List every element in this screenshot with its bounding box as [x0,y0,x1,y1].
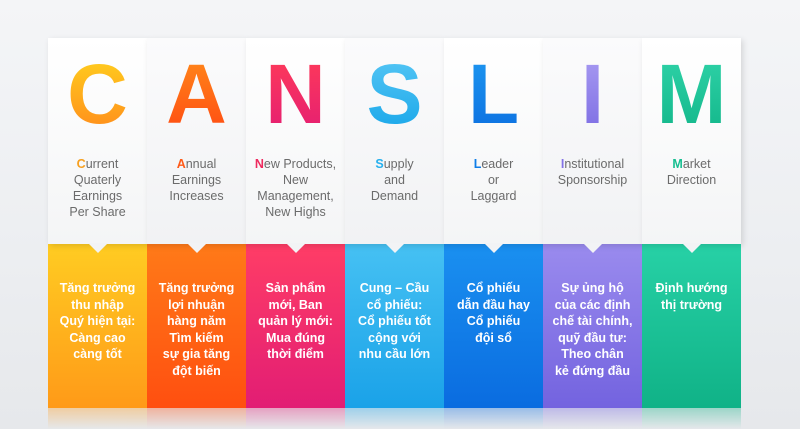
big-letter: S [345,52,444,136]
column-header: L Leader or Laggard [444,38,543,253]
big-letter: N [246,52,345,136]
vietnamese-panel: Cổ phiếu dẫn đầu hay Cổ phiếu đội sổ [444,244,543,408]
vietnamese-panel: Định hướng thị trường [642,244,741,408]
column-a: A Annual Earnings Increases Tăng trưởng … [147,38,246,408]
highlight-initial: L [473,157,482,171]
vietnamese-description: Sự ủng hộ của các định chế tài chính, qu… [552,281,633,378]
vietnamese-panel: Sản phẩm mới, Ban quản lý mới: Mua đúng … [246,244,345,408]
vietnamese-description: Cổ phiếu dẫn đầu hay Cổ phiếu đội sổ [457,281,530,345]
big-letter: A [147,52,246,136]
pointer-notch [681,243,702,253]
column-header: S Supply and Demand [345,38,444,253]
english-description: Market Direction [666,157,717,187]
pointer-notch [87,243,108,253]
pointer-notch [384,243,405,253]
pointer-notch [285,243,306,253]
column-m: M Market Direction Định hướng thị trường [642,38,741,408]
vietnamese-description: Sản phẩm mới, Ban quản lý mới: Mua đúng … [258,281,333,361]
english-description: Institutional Sponsorship [557,157,628,187]
column-c: C Current Quaterly Earnings Per Share Tă… [48,38,147,408]
highlight-initial: A [176,157,186,171]
highlight-initial: N [254,157,264,171]
column-n: N New Products, New Management, New High… [246,38,345,408]
big-letter: C [48,52,147,136]
column-l: L Leader or Laggard Cổ phiếu dẫn đầu hay… [444,38,543,408]
pointer-notch [186,243,207,253]
english-description: Annual Earnings Increases [169,157,224,203]
vietnamese-description: Tăng trưởng thu nhập Quý hiện tại: Càng … [59,281,136,361]
floor-reflection [48,408,742,429]
english-description: Leader or Laggard [470,157,517,203]
column-header: I Institutional Sponsorship [543,38,642,253]
big-letter: L [444,52,543,136]
pointer-notch [582,243,603,253]
column-s: S Supply and Demand Cung – Cầu cổ phiếu:… [345,38,444,408]
english-description: Supply and Demand [370,157,419,203]
highlight-initial: I [560,157,565,171]
column-header: A Annual Earnings Increases [147,38,246,253]
canslim-board: C Current Quaterly Earnings Per Share Tă… [48,38,742,408]
column-header: C Current Quaterly Earnings Per Share [48,38,147,253]
highlight-initial: C [76,157,86,171]
vietnamese-description: Cung – Cầu cổ phiếu: Cổ phiếu tốt cộng v… [358,281,431,361]
pointer-notch [483,243,504,253]
vietnamese-description: Định hướng thị trường [655,281,728,312]
highlight-initial: S [375,157,384,171]
highlight-initial: M [672,157,683,171]
english-description: New Products, New Management, New Highs [254,157,337,219]
big-letter: M [642,52,741,136]
column-header: N New Products, New Management, New High… [246,38,345,253]
vietnamese-panel: Tăng trưởng thu nhập Quý hiện tại: Càng … [48,244,147,408]
vietnamese-panel: Cung – Cầu cổ phiếu: Cổ phiếu tốt cộng v… [345,244,444,408]
english-description: Current Quaterly Earnings Per Share [69,157,126,219]
column-i: I Institutional Sponsorship Sự ủng hộ củ… [543,38,642,408]
vietnamese-panel: Sự ủng hộ của các định chế tài chính, qu… [543,244,642,408]
big-letter: I [543,52,642,136]
vietnamese-description: Tăng trưởng lợi nhuận hàng năm Tìm kiếm … [158,281,235,378]
vietnamese-panel: Tăng trưởng lợi nhuận hàng năm Tìm kiếm … [147,244,246,408]
column-header: M Market Direction [642,38,741,253]
